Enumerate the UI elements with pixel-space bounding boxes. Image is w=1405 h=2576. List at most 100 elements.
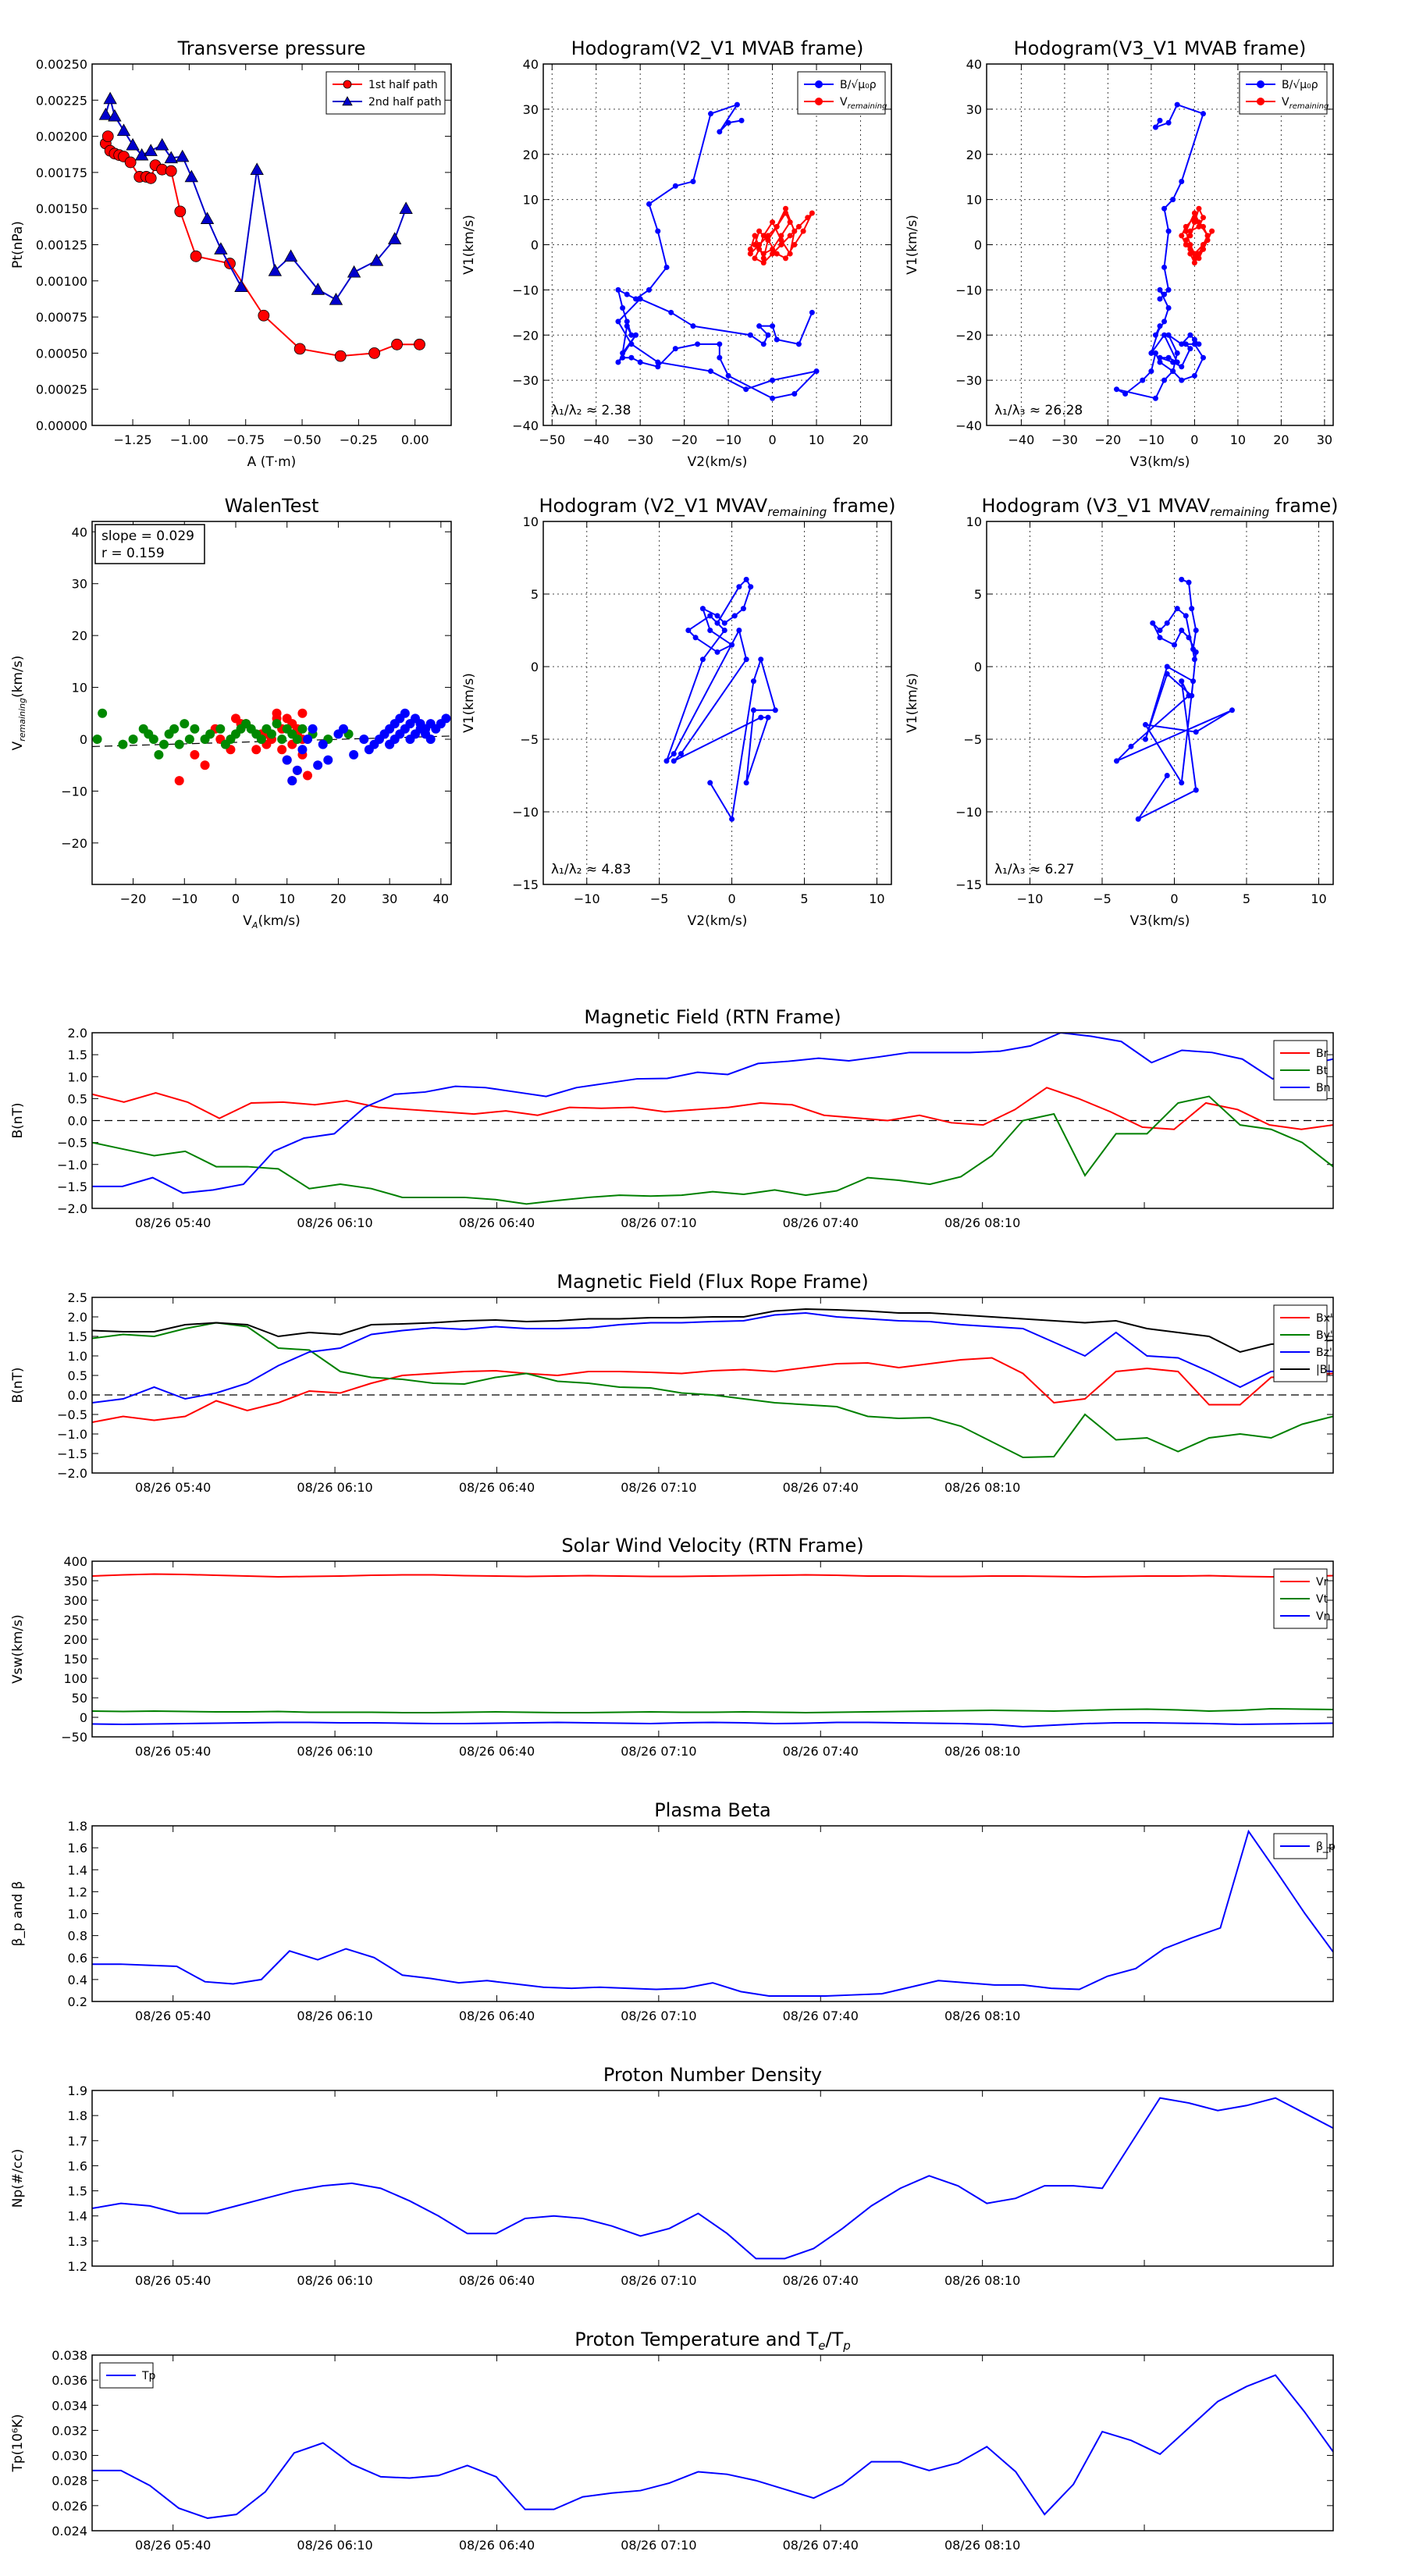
data-point <box>714 620 720 626</box>
data-point <box>725 119 731 126</box>
data-point <box>441 713 451 724</box>
data-point <box>791 228 798 234</box>
y-tick-label: 0.8 <box>68 1929 87 1944</box>
legend-label: Bz' <box>1316 1347 1332 1359</box>
stats-text: r = 0.159 <box>101 546 165 561</box>
y-tick-label: 0.00000 <box>36 418 87 433</box>
data-point <box>672 346 678 352</box>
data-point <box>267 729 276 739</box>
data-point <box>1161 291 1168 297</box>
x-tick-label: −10 <box>574 891 600 906</box>
data-point <box>765 332 771 338</box>
data-point <box>628 354 635 361</box>
data-point <box>1143 721 1148 728</box>
chart-title: Hodogram(V3_V1 MVAB frame) <box>1014 37 1307 59</box>
data-point <box>690 323 696 329</box>
ratio-annotation: λ₁/λ₂ ≈ 4.83 <box>551 862 631 877</box>
data-point <box>685 628 692 633</box>
y-tick-label: 1.0 <box>68 1349 87 1364</box>
x-tick-label: 10 <box>279 891 295 906</box>
data-point <box>1170 359 1176 365</box>
y-tick-label: −1.5 <box>57 1179 87 1194</box>
plot-area <box>92 1829 1333 1997</box>
data-point <box>1193 729 1199 735</box>
x-tick-label: −30 <box>1051 432 1078 447</box>
data-point <box>695 341 701 347</box>
data-point <box>783 255 789 262</box>
data-point <box>287 776 297 786</box>
y-tick-label: 1.9 <box>68 2083 87 2098</box>
data-point <box>313 760 323 770</box>
x-tick-label: 08/26 07:40 <box>783 2273 859 2288</box>
legend-label: Vremaining <box>1282 96 1329 111</box>
data-point <box>1161 377 1168 383</box>
y-tick-label: −10 <box>512 283 539 297</box>
data-point <box>655 359 661 365</box>
x-tick-label: 08/26 05:40 <box>135 2008 211 2023</box>
x-tick-label: −0.50 <box>283 432 322 447</box>
data-point <box>190 250 202 262</box>
ratio-annotation: λ₁/λ₂ ≈ 2.38 <box>551 403 631 418</box>
data-point <box>717 341 723 347</box>
data-point <box>809 309 815 315</box>
series-line <box>1115 578 1233 821</box>
y-tick-label: 0.00025 <box>36 382 87 397</box>
data-point <box>323 755 333 765</box>
series-2nd-half-path <box>98 91 413 305</box>
series-line <box>92 2374 1333 2519</box>
data-point <box>668 309 674 315</box>
axes-frame <box>91 2354 1334 2532</box>
data-point <box>92 735 102 744</box>
x-tick-label: 08/26 07:10 <box>621 2273 696 2288</box>
x-tick-label: 08/26 07:10 <box>621 1744 696 1759</box>
x-tick-label: −10 <box>1017 891 1044 906</box>
y-tick-label: 50 <box>72 1691 87 1706</box>
stats-box <box>94 524 205 564</box>
data-point <box>1170 197 1176 203</box>
legend-label: 1st half path <box>368 79 438 91</box>
x-tick-label: 08/26 06:40 <box>459 1215 535 1230</box>
data-point <box>743 576 749 582</box>
y-tick-label: 0.034 <box>52 2398 87 2413</box>
x-tick-label: 08/26 08:10 <box>944 1480 1020 1495</box>
data-point <box>190 724 200 734</box>
data-point <box>124 156 137 169</box>
legend-label: Bt <box>1316 1065 1329 1077</box>
y-tick-label: 0.2 <box>68 1994 87 2009</box>
data-point <box>655 364 661 370</box>
y-tick-label: 1.0 <box>68 1907 87 1922</box>
series-by- <box>92 1322 1333 1459</box>
y-tick-label: 250 <box>63 1613 87 1628</box>
y-tick-label: 0.026 <box>52 2499 87 2514</box>
data-point <box>770 377 776 383</box>
y-tick-label: 0.030 <box>52 2449 87 2464</box>
x-tick-label: 08/26 06:10 <box>297 1744 372 1759</box>
x-tick-label: 08/26 06:10 <box>297 1480 372 1495</box>
y-axis-label: Tp(10⁶K) <box>10 2414 26 2472</box>
data-point <box>770 323 776 329</box>
series-np <box>92 2097 1333 2260</box>
series-line <box>92 1311 1333 1404</box>
data-point <box>1187 251 1193 257</box>
data-point <box>783 210 789 216</box>
legend-label: B/√μ₀ρ <box>840 79 877 91</box>
data-point <box>1191 336 1197 343</box>
data-point <box>1135 816 1141 822</box>
data-point <box>787 233 793 239</box>
data-point <box>184 735 194 744</box>
x-tick-label: 08/26 07:10 <box>621 1480 696 1495</box>
axes-frame <box>91 1560 1334 1738</box>
x-tick-label: −10 <box>715 432 742 447</box>
x-tick-label: −0.75 <box>226 432 265 447</box>
chart-title: Transverse pressure <box>177 37 366 59</box>
x-tick-label: −50 <box>539 432 565 447</box>
data-point <box>1196 251 1202 257</box>
x-tick-label: 30 <box>1317 432 1332 447</box>
y-tick-label: −0.5 <box>57 1136 87 1151</box>
data-point <box>633 332 639 338</box>
data-point <box>256 735 266 744</box>
data-point <box>1164 620 1170 626</box>
data-point <box>297 708 308 718</box>
